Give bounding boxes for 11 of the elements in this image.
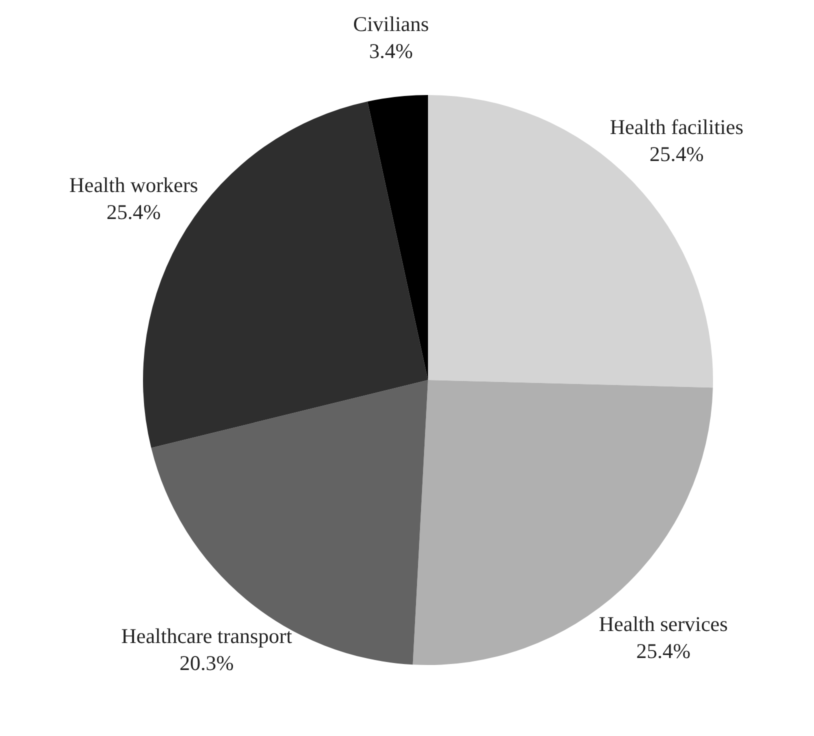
data-label: 20.3%	[180, 651, 234, 676]
slice-label: Healthcare transport	[121, 624, 292, 648]
pie-slice	[368, 95, 428, 380]
data-label: 25.4%	[106, 200, 161, 224]
slice-label: Civilians	[353, 12, 429, 36]
slice-label: Health services	[598, 612, 728, 636]
slice-label: Health facilities	[610, 114, 744, 139]
data-label: 25.4%	[636, 639, 690, 664]
data-label: 25.4%	[650, 142, 704, 166]
slice-label: Health workers	[69, 173, 198, 198]
data-label: 3.4%	[369, 38, 413, 63]
